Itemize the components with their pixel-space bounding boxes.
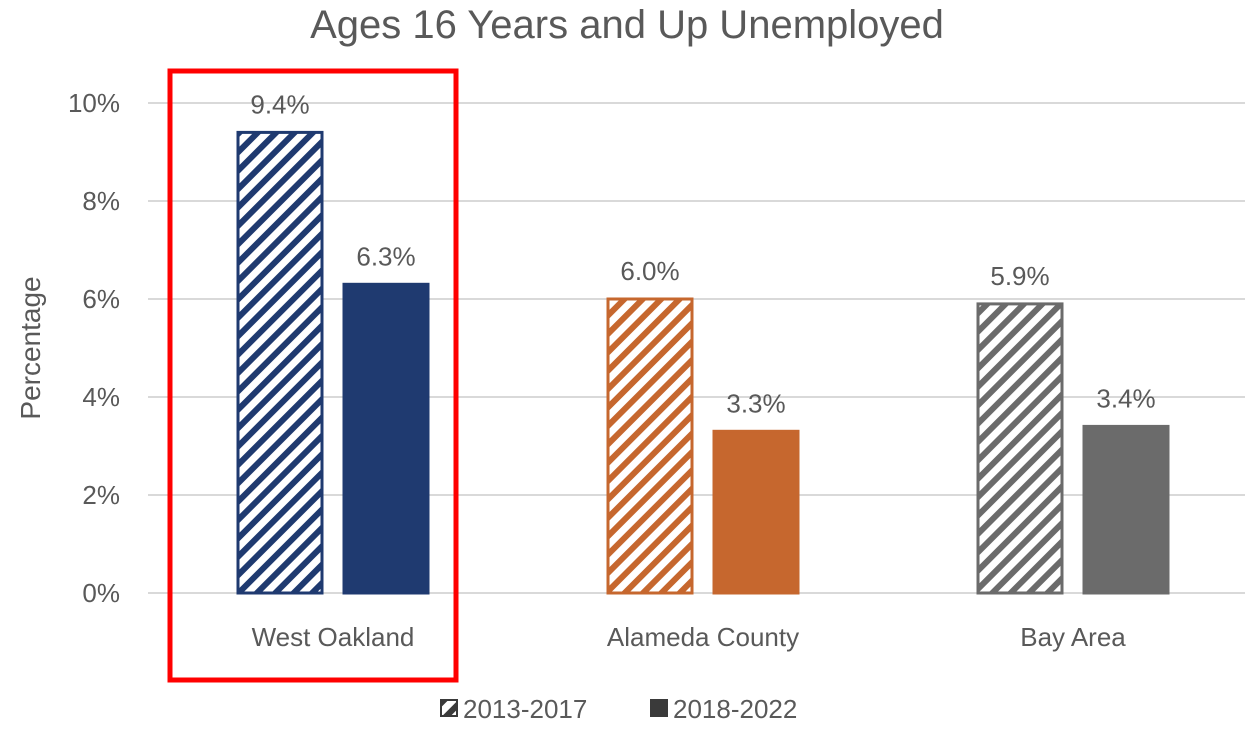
y-axis-ticks: 0% 2% 4% 6% 8% 10% <box>68 88 120 608</box>
data-label-alameda-county-2013-2017: 6.0% <box>620 256 679 286</box>
category-label-west-oakland: West Oakland <box>252 622 415 652</box>
y-tick-label: 4% <box>82 382 120 412</box>
legend-label-2013-2017: 2013-2017 <box>463 694 587 724</box>
data-label-bay-area-2013-2017: 5.9% <box>990 261 1049 291</box>
chart-title: Ages 16 Years and Up Unemployed <box>310 3 944 47</box>
bar-bay-area-2018-2022 <box>1082 424 1170 595</box>
y-tick-label: 6% <box>82 284 120 314</box>
data-labels: 9.4% 6.3% 6.0% 3.3% 5.9% 3.4% <box>250 89 1155 418</box>
legend: 2013-2017 2018-2022 <box>440 694 797 724</box>
highlight-rectangle <box>167 68 459 683</box>
bar-west-oakland-2018-2022 <box>342 282 430 595</box>
y-tick-label: 2% <box>82 480 120 510</box>
data-label-bay-area-2018-2022: 3.4% <box>1096 383 1155 413</box>
category-label-bay-area: Bay Area <box>1020 622 1126 652</box>
legend-swatch-2013-2017 <box>440 699 458 717</box>
category-labels: West Oakland Alameda County Bay Area <box>252 622 1127 652</box>
y-tick-label: 10% <box>68 88 120 118</box>
y-axis-label: Percentage <box>15 276 46 419</box>
bar-west-oakland-2013-2017 <box>236 130 324 595</box>
bar-alameda-county-2018-2022 <box>712 429 800 595</box>
y-tick-label: 0% <box>82 578 120 608</box>
data-label-alameda-county-2018-2022: 3.3% <box>726 388 785 418</box>
data-label-west-oakland-2013-2017: 9.4% <box>250 89 309 119</box>
highlight-box <box>167 68 459 683</box>
bars <box>236 130 1170 595</box>
data-label-west-oakland-2018-2022: 6.3% <box>356 241 415 271</box>
bar-alameda-county-2013-2017 <box>606 297 694 595</box>
legend-label-2018-2022: 2018-2022 <box>673 694 797 724</box>
bar-bay-area-2013-2017 <box>976 302 1064 595</box>
legend-swatch-2018-2022 <box>650 699 668 717</box>
y-tick-label: 8% <box>82 186 120 216</box>
category-label-alameda-county: Alameda County <box>607 622 799 652</box>
